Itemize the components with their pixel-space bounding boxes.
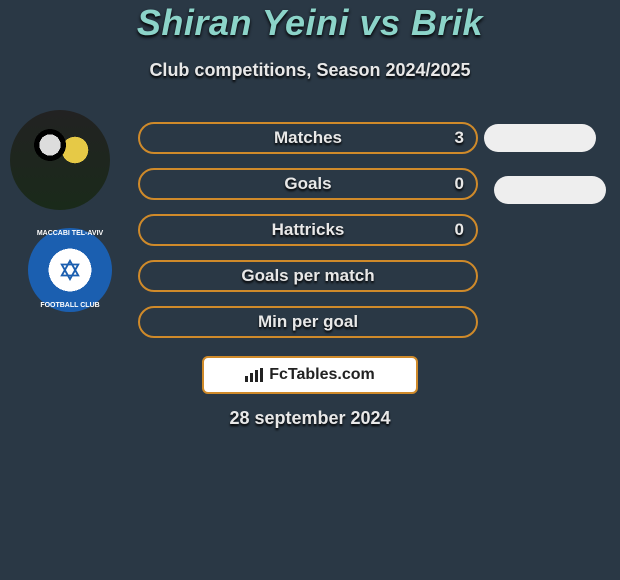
stat-row-goals: Goals 0 <box>138 168 478 200</box>
stat-label: Goals <box>138 168 478 200</box>
stat-row-min-per-goal: Min per goal <box>138 306 478 338</box>
stat-value: 0 <box>455 168 464 200</box>
crest-text-bottom: FOOTBALL CLUB <box>28 302 112 309</box>
page-subtitle: Club competitions, Season 2024/2025 <box>0 60 620 81</box>
stat-label: Goals per match <box>138 260 478 292</box>
stats-bars: Matches 3 Goals 0 Hattricks 0 Goals per … <box>138 122 478 352</box>
crest-inner: MACCABI TEL-AVIV FOOTBALL CLUB <box>28 228 112 312</box>
badge-label: FcTables.com <box>269 366 375 384</box>
stat-label: Min per goal <box>138 306 478 338</box>
comparison-pill-2 <box>494 176 606 204</box>
comparison-pill-1 <box>484 124 596 152</box>
page-title: Shiran Yeini vs Brik <box>0 2 620 44</box>
stat-row-goals-per-match: Goals per match <box>138 260 478 292</box>
fctables-badge[interactable]: FcTables.com <box>202 356 418 394</box>
player-avatar <box>10 110 110 210</box>
crest-text-top: MACCABI TEL-AVIV <box>28 230 112 237</box>
stat-row-hattricks: Hattricks 0 <box>138 214 478 246</box>
star-of-david-icon <box>59 259 81 281</box>
snapshot-date: 28 september 2024 <box>0 408 620 429</box>
stat-label: Hattricks <box>138 214 478 246</box>
stat-value: 3 <box>455 122 464 154</box>
stat-label: Matches <box>138 122 478 154</box>
stat-row-matches: Matches 3 <box>138 122 478 154</box>
stat-value: 0 <box>455 214 464 246</box>
club-crest: MACCABI TEL-AVIV FOOTBALL CLUB <box>20 220 120 320</box>
bar-chart-icon <box>245 368 263 382</box>
